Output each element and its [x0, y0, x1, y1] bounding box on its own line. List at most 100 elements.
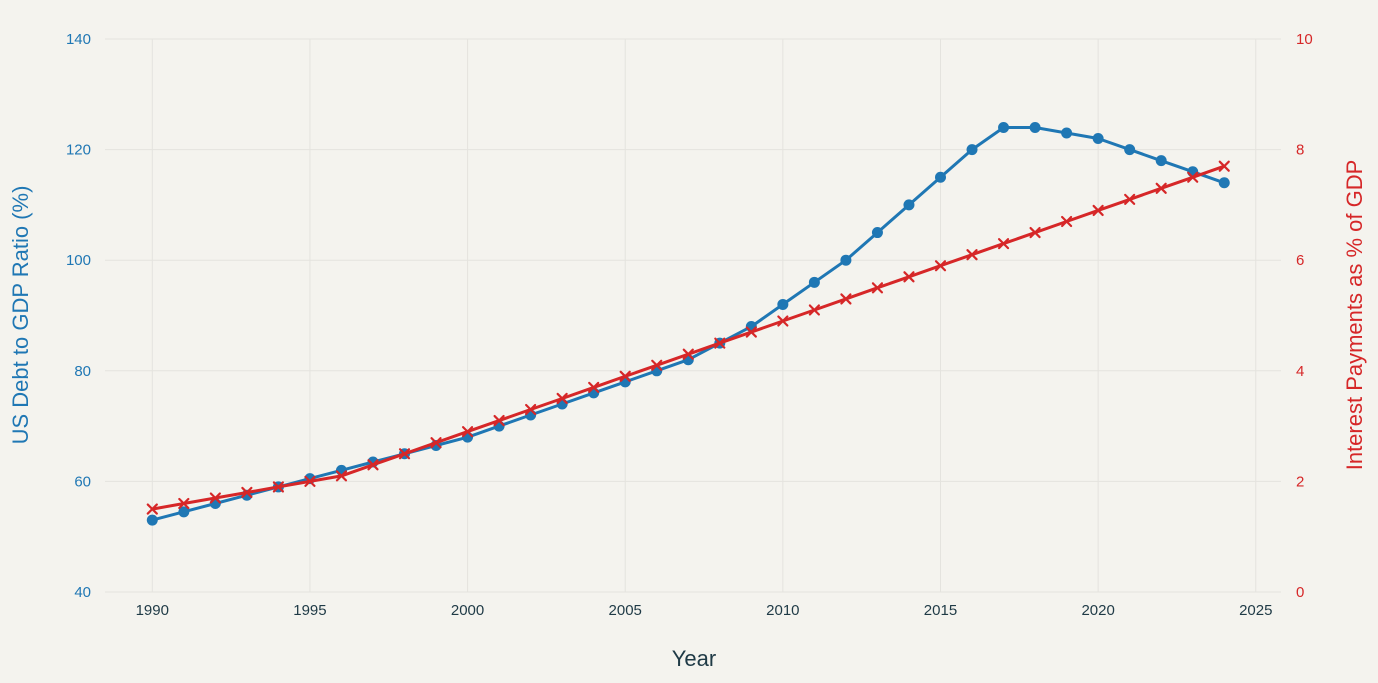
debt-to-gdp-series [146, 121, 1230, 526]
data-point [966, 249, 978, 261]
data-point-stroke [714, 337, 726, 349]
data-point [1218, 177, 1230, 189]
data-point [903, 199, 915, 211]
x-tick-label: 2000 [451, 602, 484, 619]
interest-payments-series [146, 160, 1230, 515]
data-point [398, 448, 411, 460]
data-point-stroke [934, 260, 947, 272]
data-point-stroke [146, 503, 158, 515]
data-point [777, 315, 789, 327]
right-y-tick-label: 10 [1296, 31, 1313, 48]
data-point [1218, 160, 1230, 172]
data-point [493, 414, 505, 427]
x-axis-ticks: 1990 1995 2000 2005 2010 2015 2020 2025 [136, 602, 1273, 619]
data-point-stroke [493, 414, 505, 427]
data-point [903, 271, 915, 283]
data-point-stroke [272, 481, 285, 493]
data-point [146, 514, 158, 526]
data-point [1187, 171, 1199, 183]
data-point-stroke [871, 282, 884, 294]
right-y-tick-label: 8 [1296, 142, 1304, 159]
data-point-stroke [430, 437, 442, 449]
data-point-stroke [840, 293, 852, 305]
data-point-stroke [1124, 193, 1136, 205]
data-point-stroke [966, 249, 978, 261]
left-y-tick-label: 80 [74, 363, 91, 380]
left-y-axis-ticks: 40 60 80 100 120 140 [66, 31, 91, 601]
data-point-stroke [588, 381, 600, 393]
data-point-stroke [745, 326, 757, 338]
data-point-stroke [1092, 204, 1104, 217]
data-point [1029, 226, 1041, 239]
data-point [209, 492, 221, 504]
data-point [1092, 133, 1104, 145]
series-line [151, 126, 1225, 522]
data-point [1155, 182, 1167, 194]
x-axis-title: Year [672, 646, 716, 671]
data-point [619, 370, 631, 382]
data-point [146, 503, 158, 515]
data-point [178, 497, 190, 510]
data-point-stroke [808, 304, 820, 316]
data-point [1061, 215, 1073, 228]
data-point-stroke [1155, 182, 1167, 194]
data-point-stroke [682, 348, 694, 360]
data-point-stroke [651, 359, 663, 371]
data-point [1155, 155, 1167, 167]
data-point [178, 506, 190, 518]
data-point [367, 459, 379, 471]
data-point-stroke [304, 475, 316, 487]
data-point [682, 348, 694, 360]
right-y-tick-label: 2 [1296, 473, 1304, 490]
data-point [808, 304, 820, 316]
data-point [525, 403, 537, 416]
series-layer [146, 121, 1230, 526]
data-point-stroke [335, 470, 348, 482]
data-point-stroke [209, 492, 221, 504]
data-point [335, 470, 348, 482]
x-tick-label: 2010 [766, 602, 799, 619]
data-point-stroke [903, 271, 915, 283]
left-y-tick-label: 60 [74, 473, 91, 490]
data-point [871, 227, 883, 239]
data-point-stroke [997, 238, 1010, 250]
data-point [588, 381, 600, 393]
data-point [966, 144, 978, 156]
data-point [651, 359, 663, 371]
x-tick-label: 2005 [609, 602, 642, 619]
data-point-stroke [1187, 171, 1199, 183]
data-point [997, 238, 1010, 250]
data-point [871, 282, 884, 294]
right-y-tick-label: 0 [1296, 584, 1304, 601]
data-point [304, 475, 316, 487]
data-point [461, 426, 474, 438]
right-y-tick-label: 6 [1296, 252, 1304, 269]
data-point-stroke [777, 315, 789, 327]
data-point-stroke [178, 497, 190, 510]
data-point-stroke [1029, 226, 1041, 239]
data-point-stroke [525, 403, 537, 416]
left-y-tick-label: 140 [66, 31, 91, 48]
data-point-stroke [1218, 160, 1230, 172]
data-point [998, 121, 1010, 133]
left-y-axis-title: US Debt to GDP Ratio (%) [8, 186, 33, 445]
x-tick-label: 2020 [1081, 602, 1114, 619]
data-point [808, 276, 820, 288]
data-point [714, 337, 726, 349]
data-point [840, 293, 852, 305]
data-point-stroke [556, 392, 568, 405]
data-point [1092, 204, 1104, 217]
right-y-axis-title: Interest Payments as % of GDP [1342, 160, 1367, 471]
data-point [272, 481, 285, 493]
data-point [1061, 127, 1073, 139]
data-point [1124, 144, 1136, 156]
grid [105, 38, 1281, 593]
right-y-axis-ticks: 0 2 4 6 8 10 [1296, 31, 1313, 601]
left-y-tick-label: 40 [74, 584, 91, 601]
right-y-tick-label: 4 [1296, 363, 1304, 380]
data-point [840, 254, 852, 266]
data-point [934, 171, 946, 183]
data-point [556, 392, 568, 405]
data-point-stroke [367, 459, 379, 471]
data-point-stroke [1061, 215, 1073, 228]
